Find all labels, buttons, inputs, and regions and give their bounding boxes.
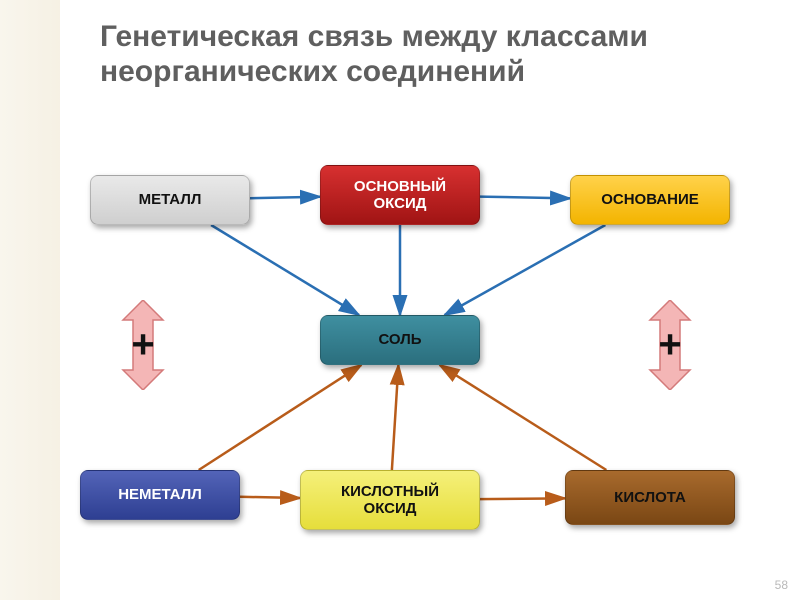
plus-text-left: + [131,323,154,367]
page-number: 58 [775,578,788,592]
plus-text-right: + [658,323,681,367]
node-acidic-oxide: КИСЛОТНЫЙОКСИД [300,470,480,530]
node-nonmetal: НЕМЕТАЛЛ [80,470,240,520]
node-basic-oxide: ОСНОВНЫЙОКСИД [320,165,480,225]
node-salt: СОЛЬ [320,315,480,365]
plus-arrow-right: + [635,300,705,390]
node-base: ОСНОВАНИЕ [570,175,730,225]
plus-arrow-left: + [108,300,178,390]
decorative-strip [0,0,60,600]
page-title: Генетическая связь между классаминеорган… [100,20,780,89]
node-metal: МЕТАЛЛ [90,175,250,225]
node-acid: КИСЛОТА [565,470,735,525]
